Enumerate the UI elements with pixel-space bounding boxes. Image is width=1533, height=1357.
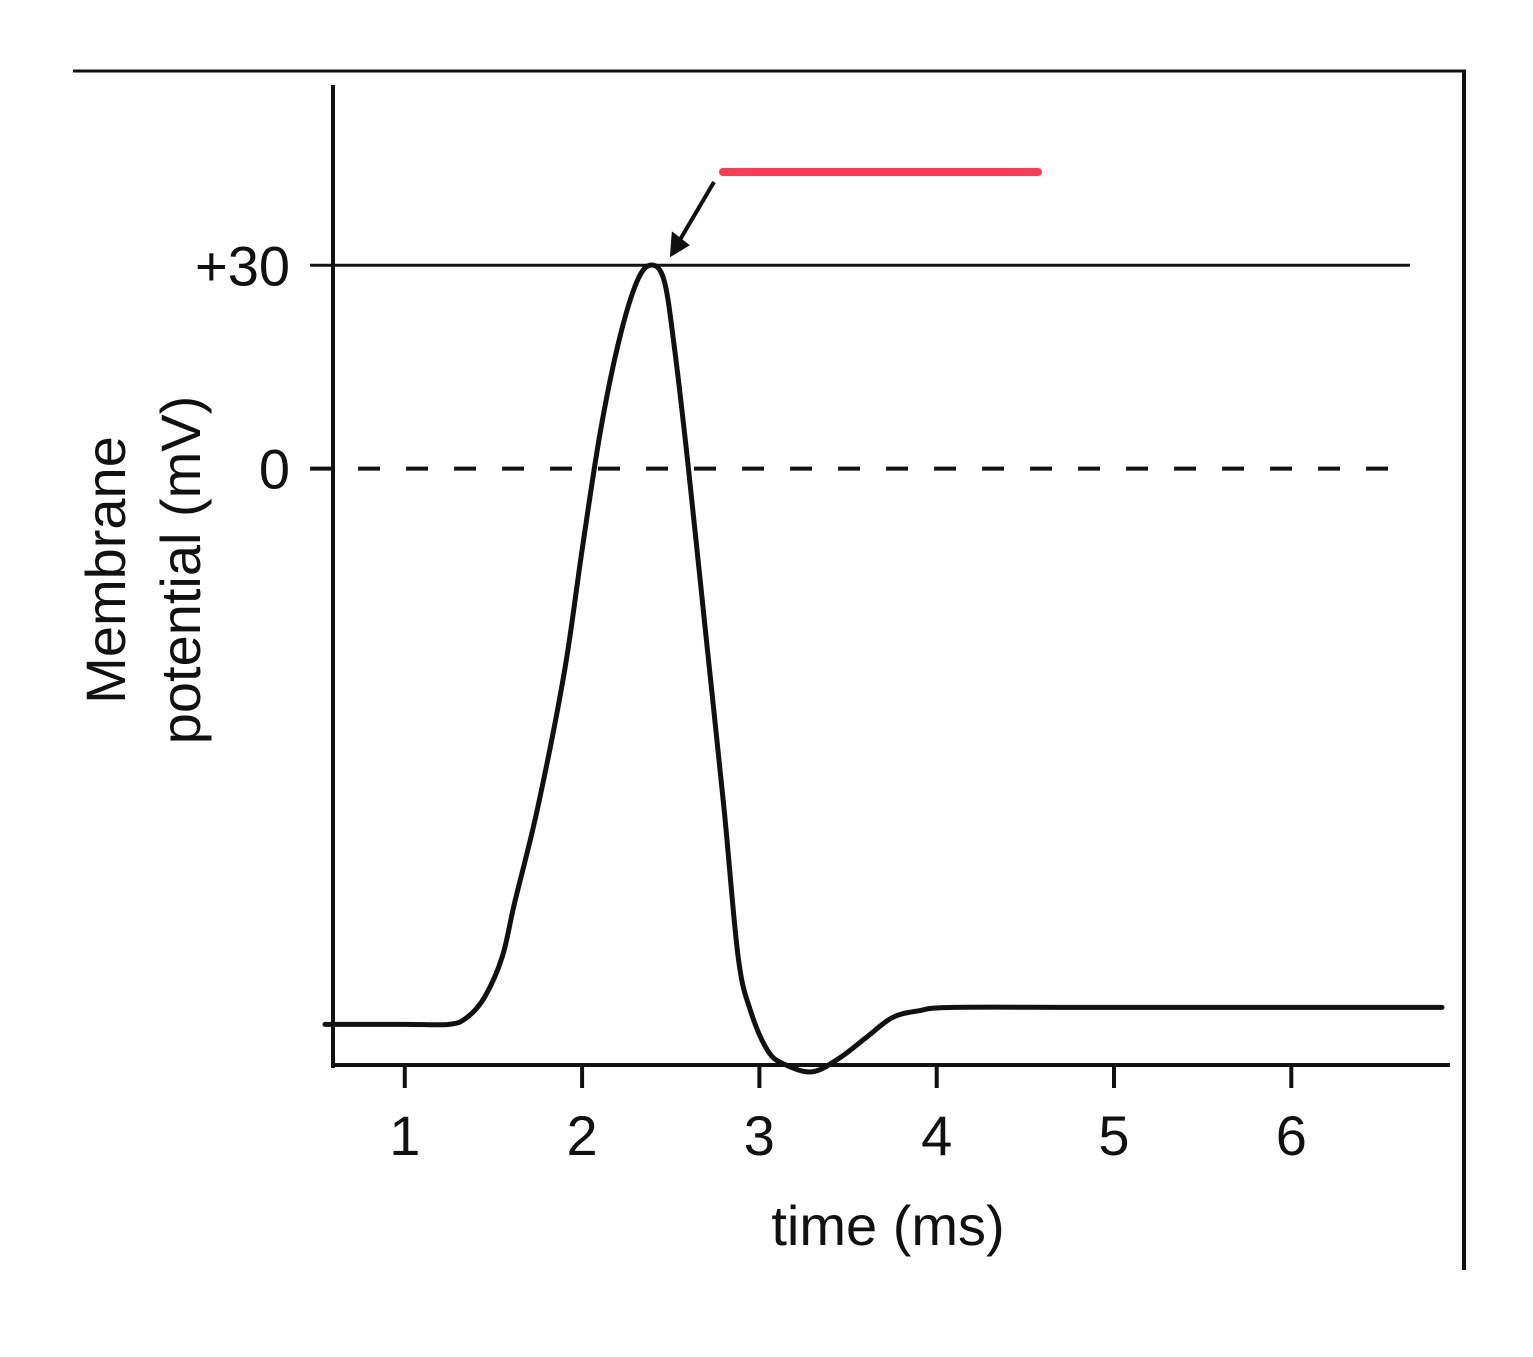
y-tick-label: +30	[195, 234, 290, 297]
x-axis-title: time (ms)	[771, 1194, 1004, 1257]
x-tick-label: 1	[389, 1104, 420, 1167]
x-tick-label: 2	[567, 1104, 598, 1167]
x-tick-label: 4	[921, 1104, 952, 1167]
x-tick-label: 5	[1098, 1104, 1129, 1167]
membrane-potential-series-line	[322, 262, 1445, 1075]
y-tick-label: 0	[259, 438, 290, 501]
x-tick-label: 6	[1276, 1104, 1307, 1167]
x-tick-label: 3	[744, 1104, 775, 1167]
annotation-arrow-head	[669, 231, 690, 258]
annotation-arrow-shaft	[676, 180, 716, 245]
y-axis-title-line1: Membrane	[74, 436, 137, 704]
y-axis-title-line2: potential (mV)	[149, 396, 212, 745]
